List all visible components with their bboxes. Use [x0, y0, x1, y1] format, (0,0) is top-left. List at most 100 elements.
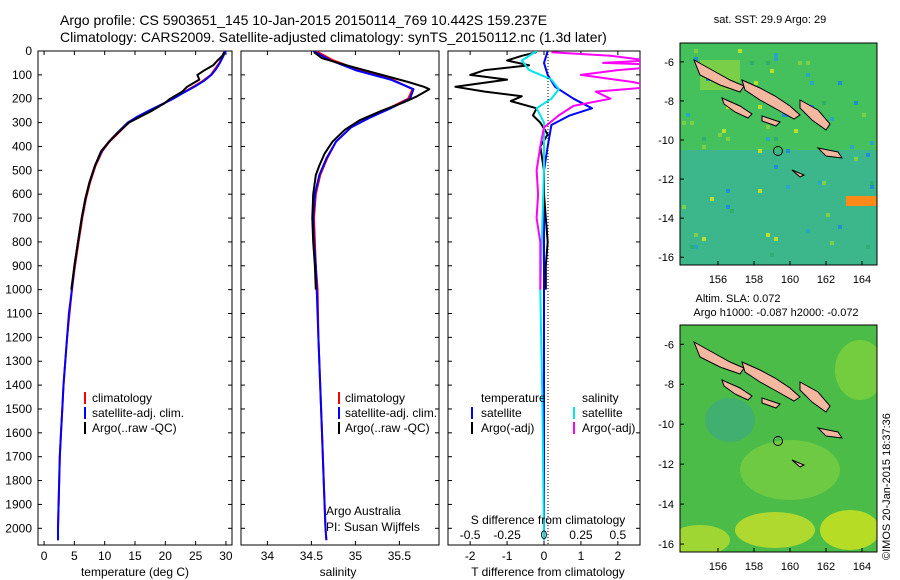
depth-tick-label: 1900: [5, 497, 32, 511]
map-lat-label: -10: [658, 135, 674, 147]
depth-tick-label: 600: [12, 187, 32, 201]
s-diff-tick-label: 0: [541, 528, 548, 542]
sst-pixel: [774, 137, 778, 141]
sst-pixel: [870, 141, 874, 145]
island: [799, 99, 831, 131]
sla-high-anomaly: [740, 440, 840, 500]
depth-tick-label: 1400: [5, 378, 32, 392]
x-tick-label: 35.5: [388, 549, 412, 563]
argo-position-marker: [773, 146, 783, 156]
islands: [693, 340, 844, 468]
x-tick-label: 0: [41, 549, 48, 563]
t-diff-xlabel: T difference from climatology: [471, 565, 625, 579]
map-lat-label: -8: [664, 96, 674, 108]
island: [741, 361, 801, 402]
salinity-xlabel: salinity: [320, 565, 357, 579]
legend-label: Argo(..raw -QC): [92, 421, 177, 435]
map-lon-label: 156: [709, 274, 727, 286]
tick-marks: [38, 50, 640, 545]
sst-map-frame: [679, 42, 878, 266]
s-diff-tick-label: 0.5: [610, 528, 627, 542]
sst-pixel: [774, 53, 778, 57]
depth-tick-label: 1800: [5, 474, 32, 488]
difference-legend: temperature satellite Argo(-adj) salinit…: [471, 391, 635, 435]
map-lon-label: 160: [781, 274, 799, 286]
island: [761, 397, 781, 409]
depth-tick-label: 1600: [5, 426, 32, 440]
island: [721, 379, 753, 401]
sla-low-anomaly: [705, 398, 755, 442]
map-lat-label: -14: [658, 213, 674, 225]
s-diff-tick-label: -0.25: [493, 528, 521, 542]
sst-pixel: [822, 101, 826, 105]
map-lon-label: 162: [817, 274, 835, 286]
sst-pixel: [774, 165, 778, 169]
depth-tick-label: 700: [12, 211, 32, 225]
sst-pixel: [758, 189, 762, 193]
sst-pixel: [818, 181, 822, 185]
depth-tick-label: 200: [12, 92, 32, 106]
series-climatology: [313, 51, 414, 541]
legend-label: satellite-adj. clim.: [345, 406, 437, 420]
island: [693, 340, 745, 375]
legend-title-salinity: salinity: [582, 391, 619, 405]
salinity-panel-frame: [240, 50, 440, 546]
sst-pixel: [770, 69, 774, 73]
island: [761, 115, 781, 127]
temperature-legend: climatology satellite-adj. clim. Argo(..…: [84, 391, 184, 435]
salinity-legend: climatology satellite-adj. clim. Argo(..…: [338, 391, 437, 435]
sst-pixel: [694, 57, 698, 61]
sst-pixel: [866, 245, 870, 249]
island: [816, 427, 844, 439]
x-tick-label: 1: [578, 549, 585, 563]
depth-tick-label: 400: [12, 139, 32, 153]
sla-high-anomaly: [735, 512, 815, 548]
sst-map-title: sat. SST: 29.9 Argo: 29: [714, 14, 827, 26]
legend-label: climatology: [345, 391, 405, 405]
map-lat-label: -12: [658, 459, 674, 471]
map-lat-label: -8: [664, 379, 674, 391]
depth-tick-label: 300: [12, 116, 32, 130]
x-tick-label: 34: [261, 549, 275, 563]
sst-pixel: [726, 205, 730, 209]
sst-pixels: [682, 49, 874, 257]
depth-tick-label: 500: [12, 163, 32, 177]
map-axis-labels: 156 158 160 162 164 -6 -8 -10 -12 -14 -16 156 158 160…: [658, 57, 871, 573]
map-lat-label: -16: [658, 252, 674, 264]
series-salinity-satellite: [520, 51, 560, 541]
sst-hot-patch: [846, 196, 877, 206]
sst-pixel: [726, 189, 730, 193]
sla-high-anomaly: [835, 340, 877, 400]
x-tick-label: -2: [465, 549, 476, 563]
sst-pixel: [830, 117, 834, 121]
island: [741, 79, 801, 120]
island: [791, 169, 806, 178]
argo-position-marker: [773, 436, 783, 446]
sst-pixel: [766, 125, 770, 129]
header-line-2: Climatology: CARS2009. Satellite-adjuste…: [60, 29, 607, 45]
credit-pi: PI: Susan Wijffels: [326, 520, 420, 534]
map-lat-label: -6: [664, 339, 674, 351]
sst-pixel: [830, 241, 834, 245]
sst-pixel: [806, 229, 810, 233]
depth-tick-label: 1700: [5, 450, 32, 464]
sst-pixel: [758, 105, 762, 109]
sst-pixel: [766, 61, 770, 65]
depth-tick-label: 0: [25, 44, 32, 58]
header-line-1: Argo profile: CS 5903651_145 10-Jan-2015…: [60, 12, 548, 28]
temperature-series: [57, 51, 227, 541]
credit-institution: Argo Australia: [326, 504, 401, 518]
depth-tick-label: 1300: [5, 354, 32, 368]
map-lon-label: 164: [853, 561, 871, 573]
depth-tick-label: 1500: [5, 402, 32, 416]
sst-pixel: [690, 121, 694, 125]
sla-map: [680, 325, 877, 552]
sst-cool-band: [680, 150, 877, 265]
sst-pixel: [826, 213, 830, 217]
sst-pixel: [690, 245, 694, 249]
islands: [693, 58, 844, 178]
sst-pixel: [794, 129, 798, 133]
depth-tick-label: 1100: [6, 307, 32, 321]
s-diff-tick-label: 0.25: [569, 528, 593, 542]
